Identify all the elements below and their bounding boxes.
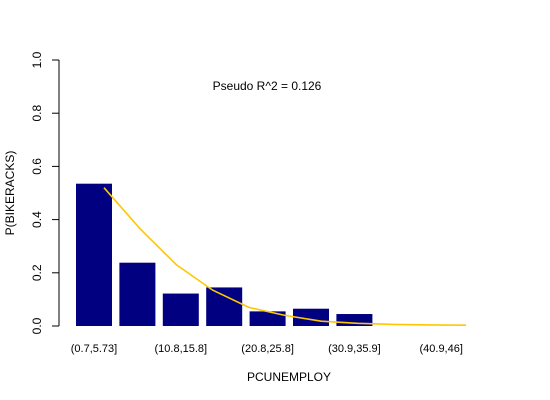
bar-(20.8,25.8] [249,311,286,326]
y-axis: 0.0 0.2 0.4 0.6 0.8 1.0 [30,51,60,334]
y-tick-label-0.6: 0.6 [30,158,44,175]
bar-(15.8,20.8] [206,287,243,326]
y-axis-label: P(BIKERACKS) [3,151,17,236]
x-tick-label-(30.9,35.9]: (30.9,35.9] [328,343,381,355]
bars-group [76,183,373,326]
bar-(0.7,5.73] [76,183,112,326]
y-tick-label-0.0: 0.0 [30,317,44,334]
bar-(10.8,15.8] [162,293,199,326]
bar-(30.9,35.9] [336,314,373,326]
x-tick-labels: (0.7,5.73] (10.8,15.8] (20.8,25.8] (30.9,35… [71,343,463,355]
x-tick-label-(20.8,25.8]: (20.8,25.8] [241,343,294,355]
y-tick-label-0.8: 0.8 [30,105,44,122]
fit-curve-line [103,187,467,326]
y-tick-label-0.2: 0.2 [30,264,44,281]
fit-curve-group [103,187,467,326]
x-tick-label-(40.9,46]: (40.9,46] [419,343,462,355]
x-tick-label-(10.8,15.8]: (10.8,15.8] [155,343,208,355]
x-tick-label-(0.7,5.73]: (0.7,5.73] [71,343,117,355]
annotation-r2: Pseudo R^2 = 0.126 [213,79,322,93]
y-tick-label-0.4: 0.4 [30,211,44,228]
x-axis-label: PCUNEMPLOY [247,370,331,384]
bar-(5.73,10.8] [119,262,156,326]
y-tick-label-1.0: 1.0 [30,51,44,68]
